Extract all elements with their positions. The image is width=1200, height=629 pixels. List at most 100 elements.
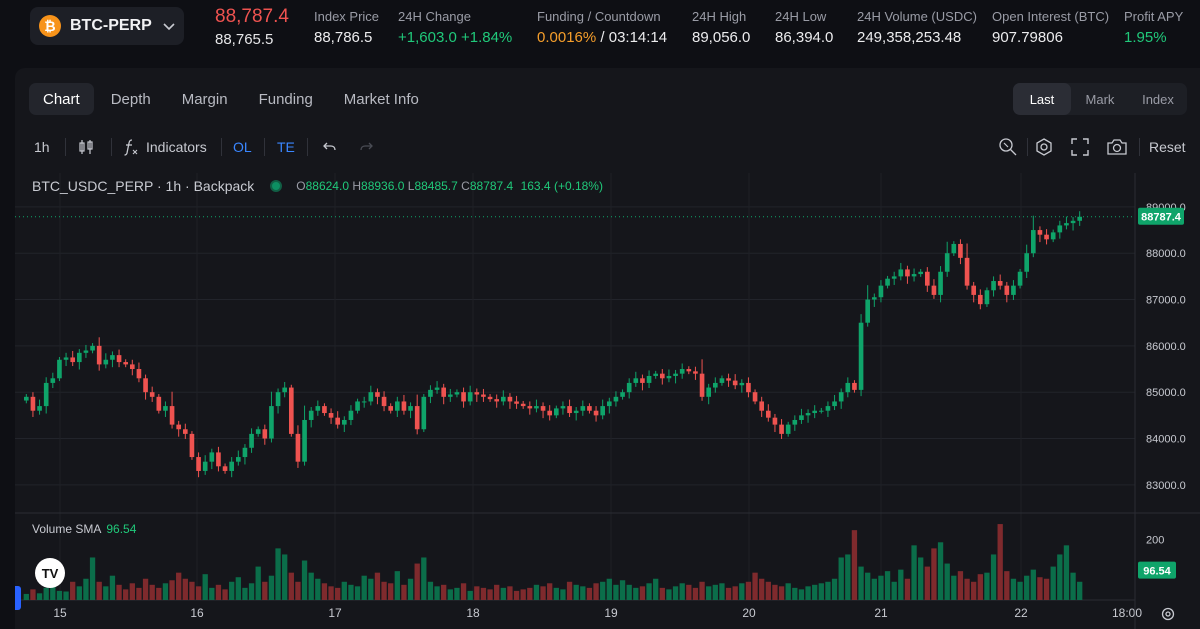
stat-label: 24H Low xyxy=(775,9,827,24)
volume-bar xyxy=(176,572,182,600)
chart-scroll-handle[interactable] xyxy=(15,586,21,610)
volume-bar xyxy=(1004,571,1010,600)
redo-button[interactable] xyxy=(358,136,374,158)
tab-margin[interactable]: Margin xyxy=(181,90,228,108)
stat-value: 89,056.0 xyxy=(692,29,751,46)
candle-body xyxy=(169,406,175,425)
volume-bar xyxy=(527,587,533,600)
chart-settings-button[interactable] xyxy=(1034,136,1054,158)
tab-depth[interactable]: Depth xyxy=(110,90,151,108)
candle-body xyxy=(487,396,493,400)
candle-body xyxy=(905,269,910,277)
candle-body xyxy=(746,382,751,393)
volume-bar xyxy=(381,581,387,600)
candle-body xyxy=(222,466,228,471)
candle-body xyxy=(355,401,360,411)
candle-body xyxy=(626,382,632,393)
candle-body xyxy=(553,408,559,416)
candle-body xyxy=(434,387,440,390)
candlestick-chart[interactable]: 89000.088000.087000.086000.085000.084000… xyxy=(15,68,1200,629)
price-type-index[interactable]: Index xyxy=(1142,91,1174,107)
candle-body xyxy=(1004,285,1010,295)
volume-bar xyxy=(1024,575,1030,600)
candle-body xyxy=(189,433,195,458)
volume-bar xyxy=(911,545,917,600)
volume-bar xyxy=(441,584,447,600)
interval-button[interactable]: 1h xyxy=(34,139,50,155)
indicators-button[interactable]: Indicators xyxy=(121,136,207,158)
volume-bar xyxy=(401,584,407,600)
volume-bar xyxy=(70,581,76,600)
fullscreen-button[interactable] xyxy=(1071,136,1089,158)
te-button[interactable]: TE xyxy=(277,139,295,155)
time-tick-label: 18:00 xyxy=(1112,606,1142,620)
candle-body xyxy=(1030,230,1036,254)
gear-icon[interactable] xyxy=(1160,606,1176,622)
symbol-label: BTC_USDC_PERP · 1h · Backpack xyxy=(32,178,255,194)
candle-body xyxy=(249,433,254,448)
volume-bar xyxy=(626,584,632,600)
time-tick-label: 18 xyxy=(466,606,480,620)
candle-body xyxy=(428,389,433,397)
candle-body xyxy=(646,375,652,383)
tab-funding[interactable]: Funding xyxy=(258,90,313,108)
reset-button[interactable]: Reset xyxy=(1149,139,1186,155)
undo-button[interactable] xyxy=(322,136,338,158)
volume-bar xyxy=(732,586,738,600)
candle-body xyxy=(288,387,294,434)
candle-body xyxy=(633,378,639,383)
volume-bar xyxy=(500,587,506,600)
volume-bar xyxy=(904,578,911,600)
mark-price: 88,765.5 xyxy=(215,31,274,48)
zoom-button[interactable] xyxy=(998,136,1018,158)
tradingview-logo[interactable]: TV xyxy=(35,558,65,588)
candle-body xyxy=(878,285,884,298)
stat-funding: Funding / Countdown 0.0016% / 03:14:14 xyxy=(537,9,667,46)
volume-bar xyxy=(1017,581,1023,600)
candle-body xyxy=(282,387,288,393)
price-type-mark[interactable]: Mark xyxy=(1085,91,1115,107)
ol-button[interactable]: OL xyxy=(233,139,252,155)
market-selector[interactable]: ₿ BTC-PERP xyxy=(30,7,184,45)
volume-bar xyxy=(639,586,646,600)
price-tick-label: 86000.0 xyxy=(1146,341,1186,353)
tab-chart[interactable]: Chart xyxy=(29,83,94,115)
tab-market-info[interactable]: Market Info xyxy=(343,90,419,108)
camera-icon xyxy=(1107,139,1127,155)
volume-bar xyxy=(83,578,89,600)
candle-body xyxy=(593,410,599,416)
candle-body xyxy=(70,357,76,363)
candle-body xyxy=(275,392,281,407)
candle-body xyxy=(520,403,526,407)
screenshot-button[interactable] xyxy=(1106,136,1128,158)
candle-body xyxy=(785,424,791,434)
volume-bar xyxy=(745,581,752,600)
stat-label: 24H Change xyxy=(398,9,471,24)
candle-body xyxy=(196,457,201,471)
candle-body xyxy=(739,382,745,386)
candle-body xyxy=(474,392,480,395)
volume-bar xyxy=(1050,566,1056,600)
price-type-last[interactable]: Last xyxy=(1013,83,1071,115)
volume-bar xyxy=(149,584,155,600)
volume-bar xyxy=(871,578,877,600)
volume-bar xyxy=(785,583,791,600)
volume-bar xyxy=(262,581,268,600)
candle-body xyxy=(706,387,712,397)
volume-bar xyxy=(394,571,400,600)
candle-body xyxy=(302,419,307,462)
volume-bar xyxy=(984,572,990,600)
market-name: BTC-PERP xyxy=(70,17,152,34)
candle-body xyxy=(1057,225,1063,233)
volume-bar xyxy=(242,587,248,600)
volume-bar xyxy=(513,590,520,600)
volume-legend-value: 96.54 xyxy=(106,522,137,536)
candle-body xyxy=(699,373,705,397)
candle-body xyxy=(129,364,135,370)
candle-body xyxy=(394,401,400,411)
price-tick-label: 83000.0 xyxy=(1146,480,1186,492)
candle-body xyxy=(865,299,871,323)
stat-index-price: Index Price 88,786.5 xyxy=(314,9,379,46)
candle-type-button[interactable] xyxy=(77,136,95,158)
candle-body xyxy=(818,410,824,412)
